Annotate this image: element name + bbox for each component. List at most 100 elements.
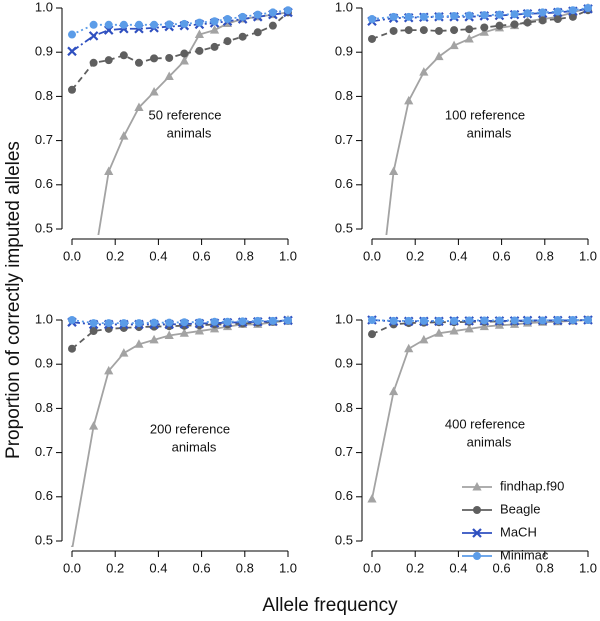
marker xyxy=(472,528,482,538)
marker xyxy=(510,316,519,325)
marker xyxy=(553,7,562,16)
marker xyxy=(104,20,113,29)
x-tick-label: 0.2 xyxy=(106,560,124,575)
marker xyxy=(404,343,414,353)
marker xyxy=(195,318,204,327)
marker xyxy=(150,318,159,327)
marker xyxy=(449,40,459,50)
marker xyxy=(253,316,262,325)
x-tick-label: 0.8 xyxy=(236,248,254,263)
y-tick-label: 0.9 xyxy=(35,356,53,371)
marker xyxy=(434,26,443,35)
annotation: 200 reference xyxy=(150,421,230,436)
marker xyxy=(368,316,376,324)
x-tick-label: 1.0 xyxy=(579,248,597,263)
marker xyxy=(165,318,174,327)
y-tick-label: 1.0 xyxy=(35,311,53,326)
marker xyxy=(584,316,592,324)
x-tick-label: 0.0 xyxy=(63,248,81,263)
marker xyxy=(389,386,399,396)
y-tick-label: 1.0 xyxy=(335,311,353,326)
annotation: animals xyxy=(467,434,512,449)
marker xyxy=(419,334,429,344)
panel: 0.5 0.6 0.7 0.8 0.9 1.0 0.0 0.2 0.4 0.6 0.8 1.0 100 … xyxy=(335,0,597,263)
marker xyxy=(119,319,128,328)
marker xyxy=(223,15,232,24)
marker xyxy=(268,316,277,325)
marker xyxy=(472,482,482,491)
marker xyxy=(284,316,292,325)
marker xyxy=(134,102,144,111)
marker xyxy=(223,317,232,326)
y-tick-label: 0.7 xyxy=(35,132,53,147)
marker xyxy=(480,23,489,32)
annotation: 100 reference xyxy=(445,107,525,122)
marker xyxy=(67,46,77,57)
x-tick-label: 1.0 xyxy=(279,560,297,575)
y-tick-label: 0.6 xyxy=(335,176,353,191)
marker xyxy=(134,319,143,328)
marker xyxy=(194,29,205,39)
x-tick-label: 1.0 xyxy=(579,560,597,575)
marker xyxy=(268,21,277,30)
y-tick-label: 0.9 xyxy=(35,44,53,59)
marker xyxy=(495,316,504,325)
x-tick-label: 0.2 xyxy=(406,248,424,263)
plot-area xyxy=(367,3,593,235)
marker xyxy=(419,26,428,35)
marker xyxy=(134,58,143,67)
marker xyxy=(67,357,76,366)
marker xyxy=(180,318,189,327)
y-tick-label: 0.7 xyxy=(335,444,353,459)
marker xyxy=(553,15,562,24)
marker xyxy=(367,494,377,503)
marker xyxy=(450,11,459,20)
marker xyxy=(134,339,144,348)
marker xyxy=(209,25,220,34)
marker xyxy=(149,334,159,344)
marker xyxy=(368,330,376,339)
marker xyxy=(434,12,443,21)
y-tick-label: 1.0 xyxy=(335,0,353,14)
y-tick-label: 0.8 xyxy=(35,88,53,103)
marker xyxy=(68,85,76,94)
series-line xyxy=(97,11,289,235)
legend-label: Minimac xyxy=(500,547,549,562)
marker xyxy=(223,37,232,46)
marker xyxy=(465,11,474,20)
marker xyxy=(149,86,159,96)
marker xyxy=(165,20,174,29)
marker xyxy=(210,17,219,26)
marker xyxy=(473,506,481,514)
marker xyxy=(404,316,413,325)
marker xyxy=(465,25,474,34)
marker xyxy=(119,131,129,140)
x-tick-label: 0.0 xyxy=(363,560,381,575)
y-tick-label: 0.7 xyxy=(35,444,53,459)
marker xyxy=(89,319,98,328)
marker xyxy=(253,10,262,19)
marker xyxy=(404,12,413,21)
series-line xyxy=(371,319,589,500)
annotation: 400 reference xyxy=(445,416,525,431)
marker xyxy=(195,18,204,27)
marker xyxy=(68,344,76,353)
marker xyxy=(568,6,577,15)
series-line xyxy=(385,7,589,235)
marker xyxy=(210,42,219,51)
marker xyxy=(150,20,159,29)
series-line xyxy=(371,319,588,322)
y-tick-label: 0.5 xyxy=(335,532,353,547)
marker xyxy=(568,12,577,21)
marker xyxy=(495,21,504,30)
y-tick-label: 1.0 xyxy=(35,0,53,14)
marker xyxy=(89,421,99,430)
marker xyxy=(480,11,489,20)
marker xyxy=(419,12,428,21)
marker xyxy=(238,32,247,41)
marker xyxy=(104,56,113,65)
annotation: animals xyxy=(467,125,512,140)
legend-label: findhap.f90 xyxy=(500,478,564,493)
legend-label: Beagle xyxy=(500,501,540,516)
marker xyxy=(404,26,413,35)
